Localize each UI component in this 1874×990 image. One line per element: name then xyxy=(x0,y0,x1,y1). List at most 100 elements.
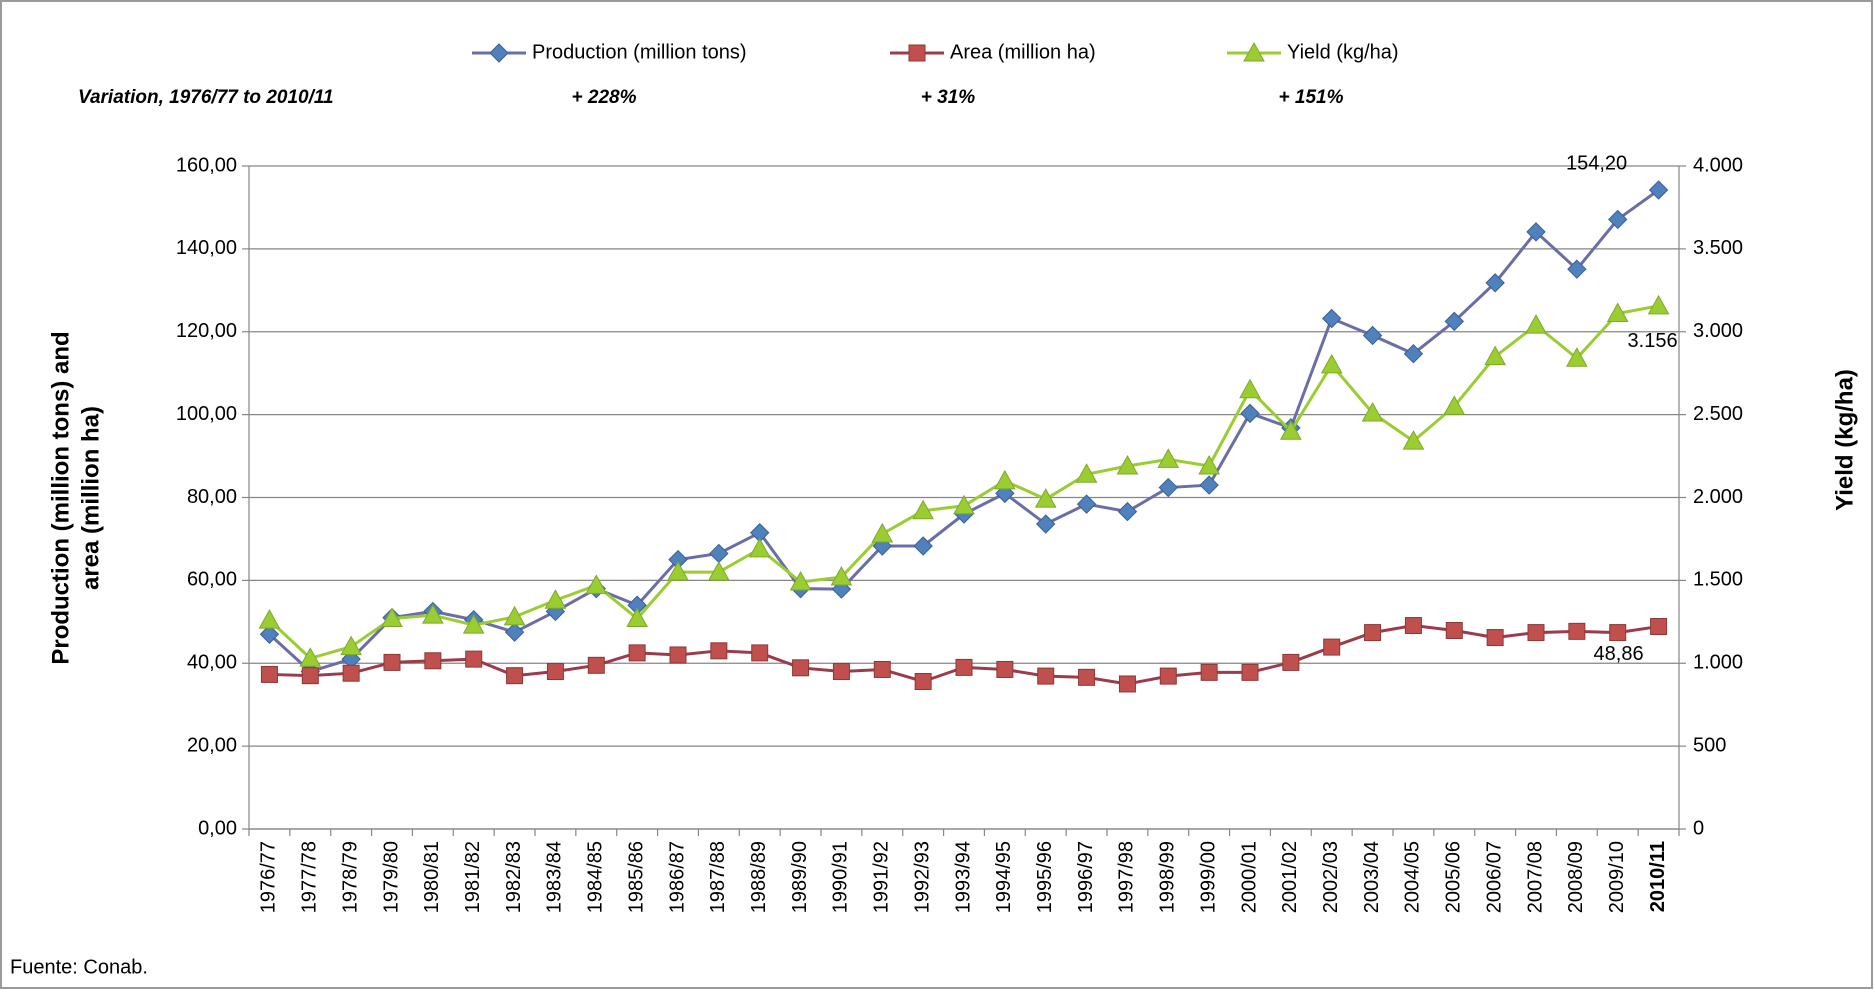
marker xyxy=(1323,638,1341,656)
marker xyxy=(1568,622,1586,640)
x-tick-label: 2010/11 xyxy=(1647,841,1669,912)
marker xyxy=(1526,222,1546,242)
marker xyxy=(1200,663,1218,681)
variation-value: + 228% xyxy=(572,87,637,108)
marker xyxy=(546,663,564,681)
x-tick-label: 1981/82 xyxy=(462,841,484,913)
marker xyxy=(465,650,483,668)
y-tick-label: 120,00 xyxy=(176,320,237,342)
marker xyxy=(1078,668,1096,686)
source: Fuente: Conab. xyxy=(10,956,148,978)
marker xyxy=(832,663,850,681)
marker xyxy=(424,652,442,670)
x-tick-label: 1995/96 xyxy=(1034,841,1056,913)
marker xyxy=(1567,259,1587,279)
y2-tick-label: 0 xyxy=(1693,817,1704,839)
marker xyxy=(422,604,444,624)
x-tick-label: 2000/01 xyxy=(1238,841,1260,913)
marker xyxy=(587,656,605,674)
x-tick-label: 1980/81 xyxy=(421,841,443,913)
y2-tick-label: 1.000 xyxy=(1693,652,1743,674)
marker xyxy=(1445,622,1463,640)
marker xyxy=(1320,353,1343,374)
marker xyxy=(1199,475,1219,495)
marker xyxy=(1241,663,1259,681)
marker xyxy=(830,566,853,586)
marker xyxy=(748,537,771,558)
marker xyxy=(1403,344,1424,364)
marker xyxy=(1647,294,1670,315)
marker xyxy=(628,644,646,662)
marker xyxy=(710,642,728,660)
variation-value: + 151% xyxy=(1279,87,1344,108)
marker xyxy=(996,660,1014,678)
marker xyxy=(792,659,810,677)
variation-label: Variation, 1976/77 to 2010/11 xyxy=(78,87,334,108)
marker xyxy=(1036,514,1056,534)
marker xyxy=(1198,454,1220,475)
marker xyxy=(462,614,485,634)
marker xyxy=(751,644,769,662)
marker xyxy=(953,494,975,515)
y2-tick-label: 2.000 xyxy=(1693,486,1743,508)
marker xyxy=(1402,430,1425,450)
marker xyxy=(1364,624,1382,642)
x-tick-label: 1992/93 xyxy=(911,841,933,913)
marker xyxy=(258,609,281,629)
marker xyxy=(789,571,812,591)
marker xyxy=(1609,624,1627,642)
marker xyxy=(1606,302,1629,323)
marker xyxy=(1158,477,1178,498)
marker xyxy=(1282,653,1300,671)
marker xyxy=(1566,347,1588,367)
marker xyxy=(260,665,278,683)
x-tick-label: 2004/05 xyxy=(1402,841,1424,913)
marker xyxy=(1157,448,1180,468)
x-tick-label: 1979/80 xyxy=(380,841,402,913)
x-tick-label: 1999/00 xyxy=(1197,841,1219,913)
marker xyxy=(503,605,526,626)
marker xyxy=(1404,617,1422,635)
marker xyxy=(381,607,403,627)
marker xyxy=(1527,624,1545,642)
series: 3.156 xyxy=(258,294,1678,667)
y2-tick-label: 1.500 xyxy=(1693,569,1743,591)
marker xyxy=(259,624,280,644)
marker xyxy=(1075,463,1098,483)
y2-tick-label: 3.000 xyxy=(1693,320,1743,342)
x-tick-label: 2006/07 xyxy=(1483,841,1505,913)
y2-axis-title: Yield (kg/ha) xyxy=(1831,369,1858,511)
data-label: 48,86 xyxy=(1594,643,1644,665)
marker xyxy=(908,44,926,62)
series: 48,86 xyxy=(260,617,1668,693)
x-tick-label: 1986/87 xyxy=(666,841,688,913)
y2-tick-label: 500 xyxy=(1693,734,1726,756)
legend-label: Production (million tons) xyxy=(532,41,747,63)
x-tick-label: 2002/03 xyxy=(1320,841,1342,913)
marker xyxy=(1650,618,1668,636)
marker xyxy=(489,43,509,63)
marker xyxy=(994,469,1016,490)
x-tick-label: 1991/92 xyxy=(871,841,893,913)
marker xyxy=(299,647,322,667)
x-tick-label: 1977/78 xyxy=(299,841,321,913)
y-tick-label: 80,00 xyxy=(187,486,237,508)
marker xyxy=(585,574,608,594)
marker xyxy=(1280,420,1302,440)
x-tick-label: 1984/85 xyxy=(585,841,607,913)
x-tick-label: 2003/04 xyxy=(1361,841,1383,913)
marker xyxy=(914,672,932,690)
legend-label: Area (million ha) xyxy=(950,41,1096,63)
marker xyxy=(626,607,648,627)
x-tick-label: 1982/83 xyxy=(503,841,525,913)
x-tick-label: 2005/06 xyxy=(1443,841,1465,913)
x-tick-label: 2009/10 xyxy=(1606,841,1628,913)
y2-tick-label: 3.500 xyxy=(1693,237,1743,259)
y-axis-title-line: area (million ha) xyxy=(77,406,104,590)
y-axis-title: Production (million tons) and area (mill… xyxy=(47,331,104,664)
x-tick-label: 2007/08 xyxy=(1524,841,1546,913)
x-tick-label: 1997/98 xyxy=(1116,841,1138,913)
marker xyxy=(1117,501,1138,522)
x-tick-label: 1976/77 xyxy=(258,841,280,913)
